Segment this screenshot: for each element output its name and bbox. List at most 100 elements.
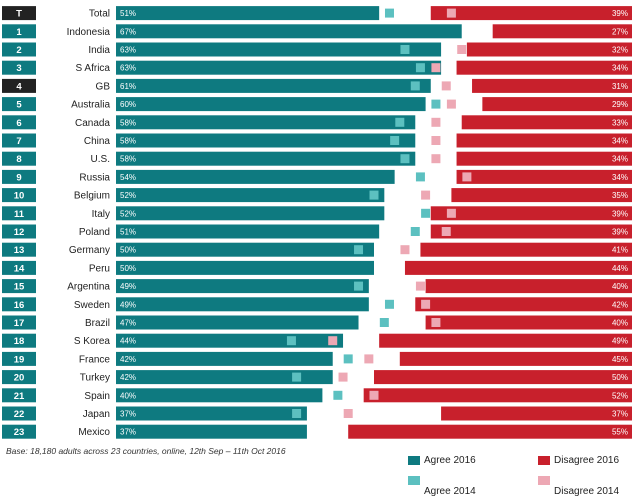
agree-2016-value-9: 54% bbox=[120, 173, 136, 182]
country-label-4: GB bbox=[96, 81, 111, 92]
rank-box-6 bbox=[2, 115, 36, 130]
agree-2016-bar-11 bbox=[116, 206, 385, 221]
agree-2016-bar-5 bbox=[116, 97, 426, 112]
rank-box-3 bbox=[2, 60, 36, 75]
agree-2016-value-1: 67% bbox=[120, 27, 136, 36]
agree-2016-bar-18 bbox=[116, 333, 344, 348]
agree-2014-marker-11 bbox=[421, 208, 431, 218]
agree-2016-value-19: 42% bbox=[120, 355, 136, 364]
disagree-2014-marker-18 bbox=[328, 336, 338, 346]
rank-box-21 bbox=[2, 388, 36, 403]
rank-box-12 bbox=[2, 224, 36, 239]
rank-label-8: 8 bbox=[16, 154, 21, 165]
disagree-2014-marker-19 bbox=[364, 354, 374, 364]
agree-2014-marker-19 bbox=[343, 354, 353, 364]
rank-box-13 bbox=[2, 242, 36, 257]
rank-box-15 bbox=[2, 279, 36, 294]
agree-2014-marker-15 bbox=[354, 281, 364, 291]
agree-2014-marker-17 bbox=[379, 318, 389, 327]
disagree-2016-value-23: 55% bbox=[612, 428, 628, 437]
disagree-2016-value-16: 42% bbox=[612, 300, 628, 309]
rank-label-16: 16 bbox=[14, 300, 25, 311]
agree-2016-bar-13 bbox=[116, 242, 374, 257]
legend-label-disagree-2016: Disagree 2016 bbox=[554, 455, 620, 466]
rank-label-20: 20 bbox=[14, 373, 25, 384]
disagree-2014-marker-17 bbox=[431, 318, 441, 327]
disagree-2016-value-13: 41% bbox=[612, 246, 628, 255]
agree-2016-bar-3 bbox=[116, 60, 442, 75]
agree-2014-marker-16 bbox=[384, 299, 394, 309]
country-label-20: Turkey bbox=[80, 373, 110, 384]
disagree-2014-marker-9 bbox=[462, 172, 472, 182]
agree-2016-value-4: 61% bbox=[120, 82, 136, 91]
rank-box-8 bbox=[2, 151, 36, 166]
disagree-2016-value-20: 50% bbox=[612, 373, 628, 382]
rank-label-22: 22 bbox=[14, 409, 25, 420]
agree-2016-bar-9 bbox=[116, 169, 395, 184]
country-label-3: S Africa bbox=[76, 63, 111, 74]
disagree-2014-marker-8 bbox=[431, 154, 441, 164]
rank-box-10 bbox=[2, 188, 36, 203]
country-label-7: China bbox=[84, 136, 111, 147]
disagree-2014-marker-5 bbox=[446, 99, 456, 109]
agree-2014-marker-5 bbox=[431, 99, 441, 109]
rank-box-11 bbox=[2, 206, 36, 221]
agree-2016-value-15: 49% bbox=[120, 282, 136, 291]
disagree-2016-bar-3 bbox=[456, 60, 632, 75]
agree-2016-bar-12 bbox=[116, 224, 380, 239]
agree-2014-marker-7 bbox=[390, 136, 400, 145]
disagree-2016-value-12: 39% bbox=[612, 228, 628, 237]
agree-2016-bar-15 bbox=[116, 279, 369, 294]
disagree-2014-marker-6 bbox=[431, 117, 441, 127]
country-label-6: Canada bbox=[75, 118, 110, 129]
disagree-2014-marker-t bbox=[446, 8, 456, 18]
legend-label-agree-2014: Agree 2014 bbox=[424, 486, 476, 497]
rank-label-5: 5 bbox=[16, 100, 22, 111]
disagree-2014-marker-15 bbox=[415, 281, 425, 291]
rank-label-t: T bbox=[16, 9, 22, 20]
agree-2016-value-21: 40% bbox=[120, 391, 136, 400]
rank-label-18: 18 bbox=[14, 336, 25, 347]
disagree-2016-value-14: 44% bbox=[612, 264, 628, 273]
disagree-2016-bar-9 bbox=[456, 169, 632, 184]
rank-box-7 bbox=[2, 133, 36, 148]
agree-2014-marker-3 bbox=[415, 63, 425, 73]
disagree-2016-value-8: 34% bbox=[612, 155, 628, 164]
disagree-2014-marker-12 bbox=[441, 227, 451, 236]
agree-2016-value-2: 63% bbox=[120, 46, 136, 55]
disagree-2014-marker-10 bbox=[421, 190, 431, 200]
country-label-1: Indonesia bbox=[67, 27, 111, 38]
disagree-2016-bar-6 bbox=[461, 115, 632, 130]
rank-box-19 bbox=[2, 351, 36, 366]
disagree-2016-bar-7 bbox=[456, 133, 632, 148]
agree-2014-marker-18 bbox=[286, 336, 296, 346]
agree-2016-value-3: 63% bbox=[120, 64, 136, 73]
disagree-2014-marker-4 bbox=[441, 81, 451, 91]
disagree-2016-value-5: 29% bbox=[612, 100, 628, 109]
disagree-2014-marker-3 bbox=[431, 63, 441, 73]
agree-2014-marker-12 bbox=[410, 227, 420, 236]
legend-swatch-disagree-2016 bbox=[538, 456, 550, 465]
rank-label-10: 10 bbox=[14, 191, 25, 202]
country-label-22: Japan bbox=[83, 409, 110, 420]
agree-2014-marker-6 bbox=[395, 117, 405, 127]
agree-2016-bar-10 bbox=[116, 188, 385, 203]
disagree-2016-bar-12 bbox=[430, 224, 632, 239]
rank-label-21: 21 bbox=[14, 391, 25, 402]
agree-2014-marker-13 bbox=[354, 245, 364, 255]
agree-2016-bar-16 bbox=[116, 297, 369, 312]
disagree-2016-bar-4 bbox=[472, 78, 632, 93]
legend-label-disagree-2014: Disagree 2014 bbox=[554, 486, 620, 497]
agree-2016-value-12: 51% bbox=[120, 228, 136, 237]
rank-label-17: 17 bbox=[14, 318, 25, 329]
disagree-2016-value-2: 32% bbox=[612, 46, 628, 55]
country-label-2: India bbox=[88, 45, 110, 56]
agree-2016-value-7: 58% bbox=[120, 137, 136, 146]
agree-2016-value-18: 44% bbox=[120, 337, 136, 346]
rank-label-12: 12 bbox=[14, 227, 25, 238]
disagree-2016-value-11: 39% bbox=[612, 209, 628, 218]
agree-2014-marker-22 bbox=[292, 409, 302, 418]
rank-box-17 bbox=[2, 315, 36, 330]
agree-2016-value-17: 47% bbox=[120, 319, 136, 328]
country-label-11: Italy bbox=[92, 209, 110, 220]
